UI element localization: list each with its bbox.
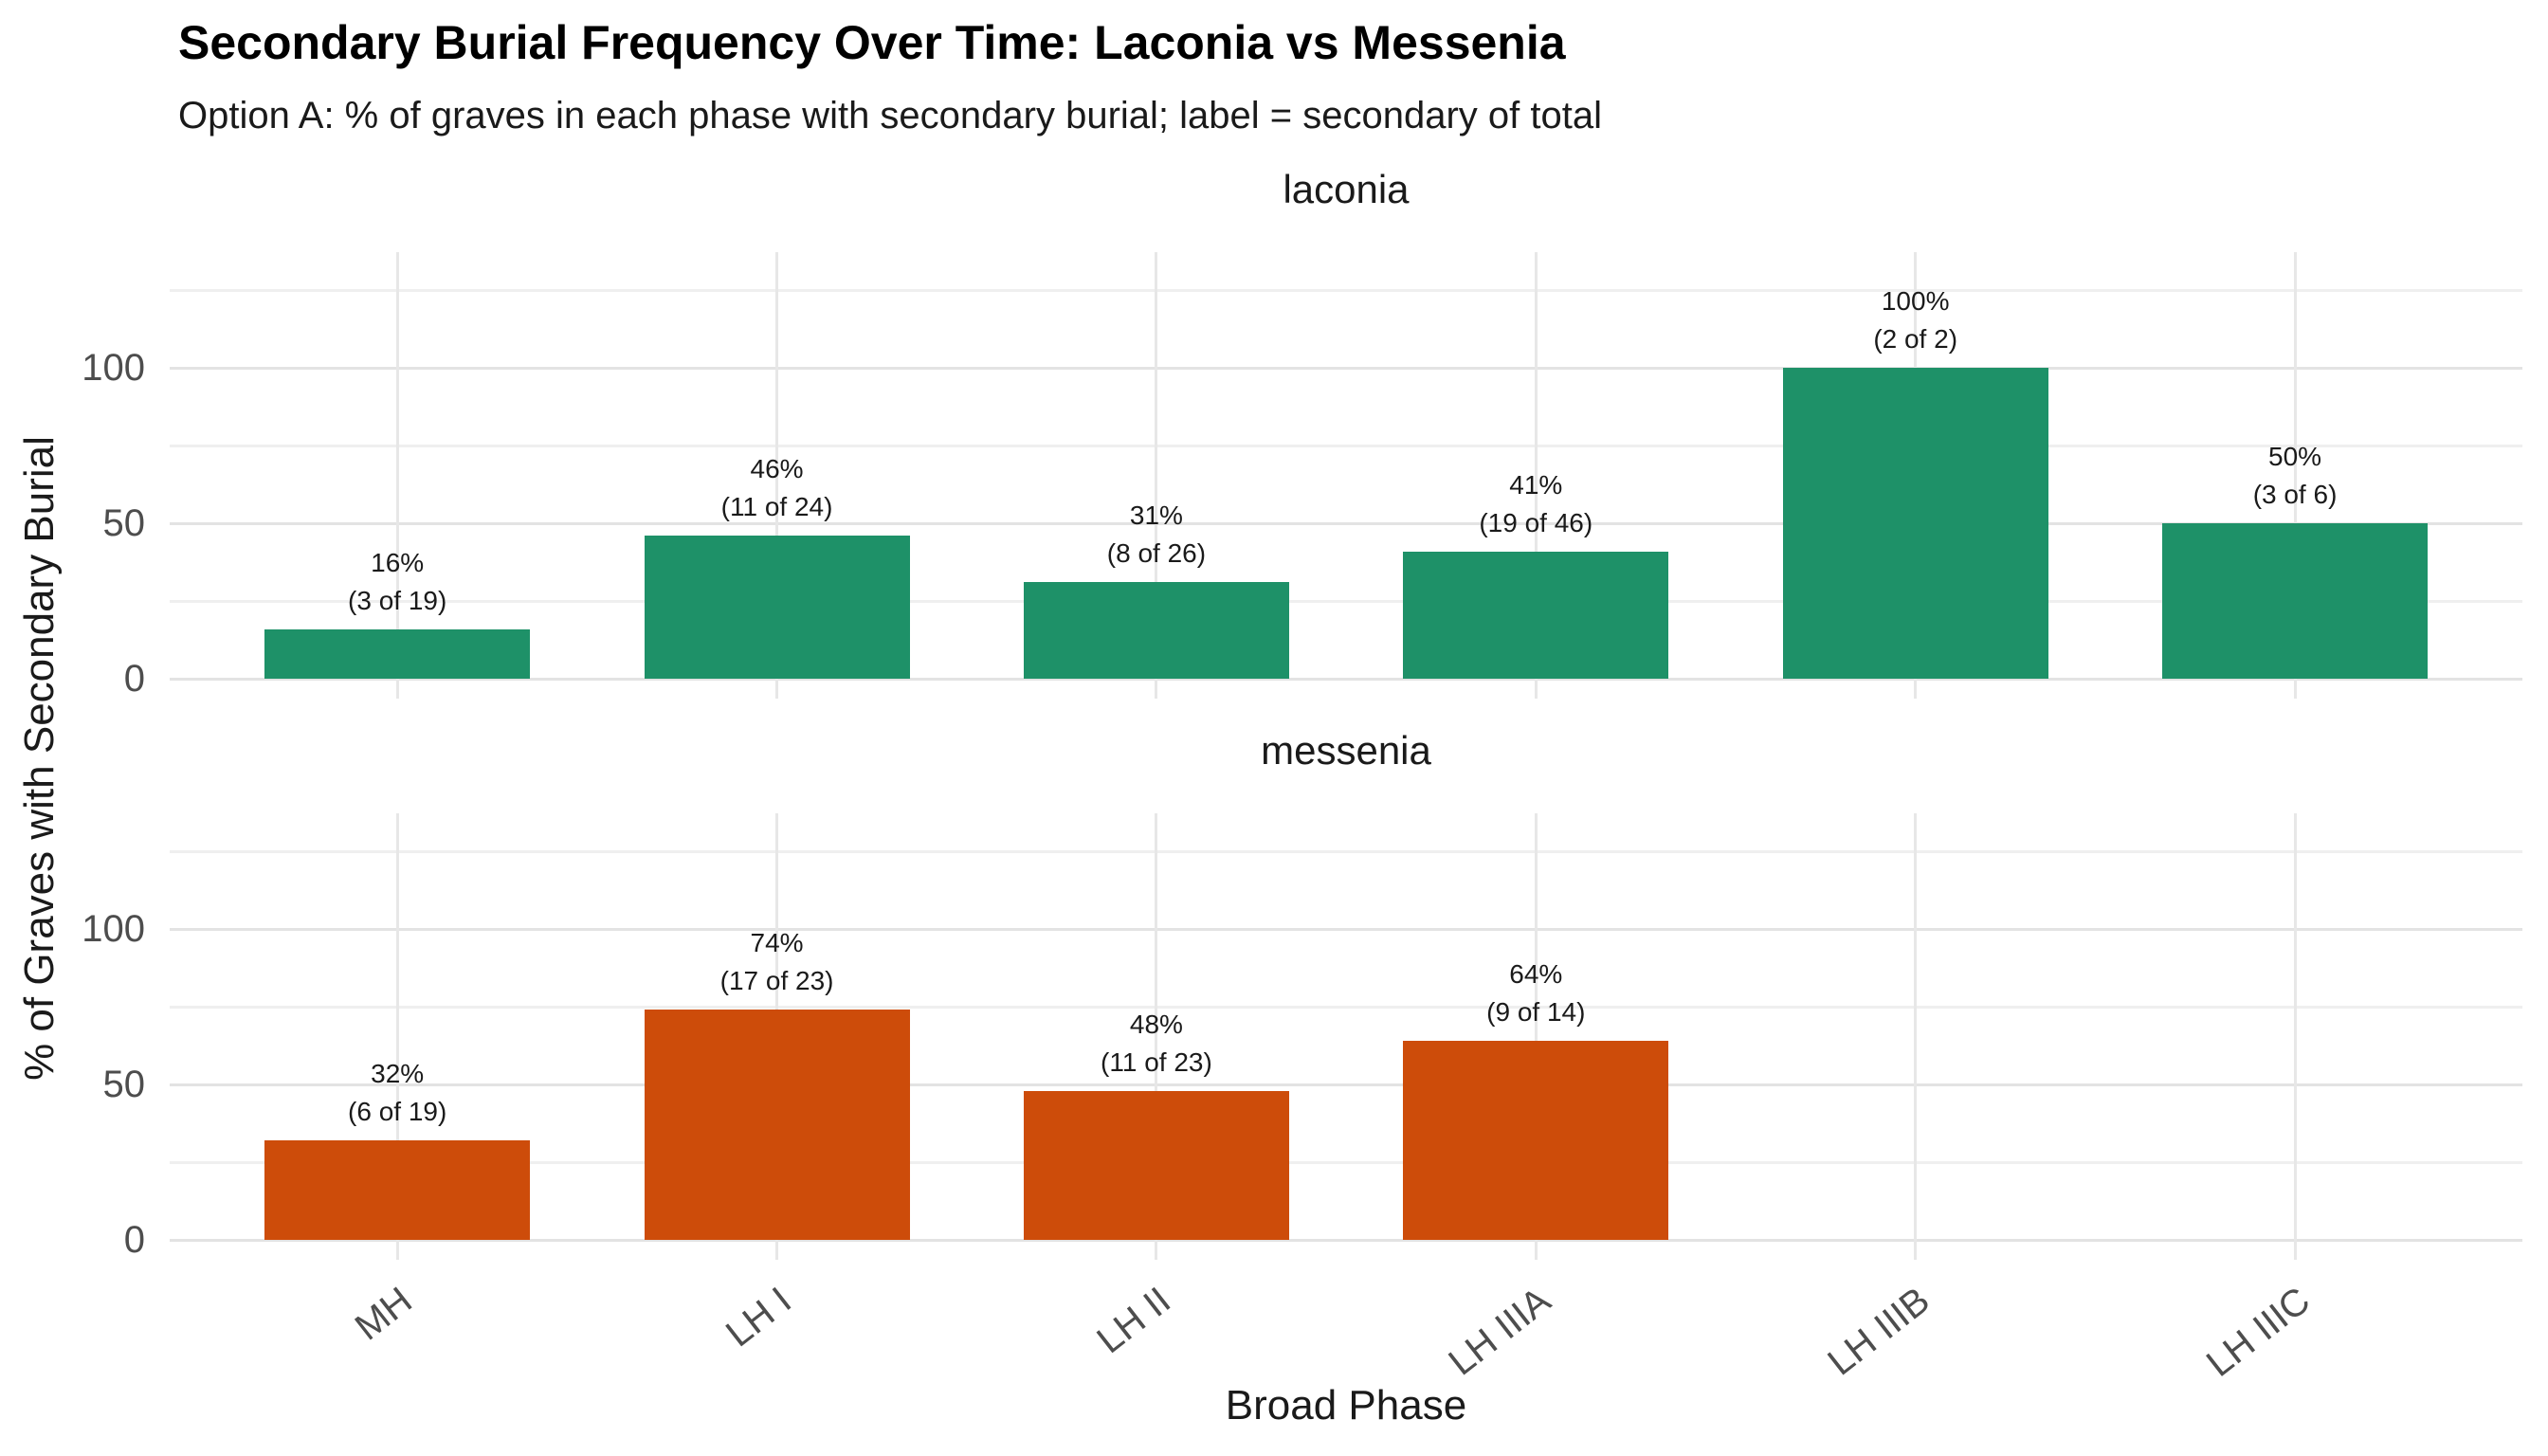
bar-label-laconia-lh-iiic: 50% (3 of 6) bbox=[2105, 438, 2484, 514]
gridline-major-y100 bbox=[170, 927, 2522, 931]
x-tick-label-lh-iiic: LH IIIC bbox=[2198, 1279, 2318, 1385]
facet-strip-label-laconia: laconia bbox=[1283, 167, 1410, 211]
y-tick-label-laconia-100: 100 bbox=[82, 347, 145, 389]
bar-label-percent: 16% bbox=[371, 547, 425, 577]
gridline-minor-y25 bbox=[170, 1160, 2522, 1164]
gridline-x-lh-i bbox=[775, 252, 779, 699]
bar-label-count: (19 of 46) bbox=[1479, 507, 1593, 537]
bar-label-count: (6 of 19) bbox=[348, 1097, 447, 1127]
bar-laconia-mh bbox=[264, 628, 531, 679]
bar-label-count: (11 of 24) bbox=[720, 492, 833, 522]
bar-label-count: (8 of 26) bbox=[1106, 538, 1207, 569]
bar-label-count: (11 of 23) bbox=[1101, 1046, 1212, 1077]
gridline-minor-y75 bbox=[170, 1005, 2522, 1009]
bar-label-messenia-lh-ii: 48% (11 of 23) bbox=[967, 1006, 1346, 1082]
bar-laconia-lh-i bbox=[644, 536, 910, 679]
x-tick-label-lh-i: LH I bbox=[719, 1279, 800, 1356]
y-tick-label-laconia-0: 0 bbox=[123, 658, 145, 700]
gridline-major-y0 bbox=[170, 677, 2522, 681]
gridline-major-y0 bbox=[170, 1238, 2522, 1242]
bar-label-percent: 64% bbox=[1509, 959, 1563, 990]
bar-label-percent: 74% bbox=[750, 928, 804, 958]
x-tick-label-mh: MH bbox=[347, 1279, 420, 1349]
bar-laconia-lh-iiib bbox=[1782, 368, 2048, 679]
bar-label-count: (9 of 14) bbox=[1486, 997, 1586, 1028]
bar-label-count: (2 of 2) bbox=[1873, 324, 1958, 354]
x-axis-title: Broad Phase bbox=[1225, 1382, 1467, 1429]
gridline-major-y50 bbox=[170, 521, 2522, 525]
bar-label-count: (17 of 23) bbox=[719, 966, 834, 996]
bar-laconia-lh-ii bbox=[1023, 582, 1289, 679]
gridline-major-y50 bbox=[170, 1083, 2522, 1086]
gridline-major-y100 bbox=[170, 366, 2522, 370]
bar-messenia-lh-ii bbox=[1023, 1090, 1289, 1240]
gridline-x-lh-ii bbox=[1155, 813, 1158, 1260]
gridline-minor-y25 bbox=[170, 599, 2522, 603]
gridline-x-lh-iiia bbox=[1534, 252, 1538, 699]
bar-label-percent: 50% bbox=[2268, 442, 2322, 471]
gridline-x-lh-iiic bbox=[2293, 252, 2297, 699]
bar-label-percent: 31% bbox=[1129, 500, 1183, 531]
gridline-x-lh-ii bbox=[1155, 252, 1158, 699]
chart-title: Secondary Burial Frequency Over Time: La… bbox=[178, 16, 1566, 69]
chart-subtitle: Option A: % of graves in each phase with… bbox=[178, 95, 1602, 136]
bar-label-messenia-mh: 32% (6 of 19) bbox=[208, 1055, 587, 1131]
gridline-x-lh-iiic bbox=[2293, 813, 2297, 1260]
y-tick-label-messenia-50: 50 bbox=[102, 1064, 146, 1105]
facet-strip-label-messenia: messenia bbox=[1261, 728, 1431, 773]
panel-messenia: 32% (6 of 19) 74% (17 of 23) 48% (11 of 23) 64… bbox=[170, 813, 2522, 1260]
x-tick-label-lh-iiia: LH IIIA bbox=[1441, 1279, 1558, 1384]
gridline-minor-y125 bbox=[170, 849, 2522, 853]
bar-label-laconia-lh-ii: 31% (8 of 26) bbox=[967, 497, 1346, 573]
bar-label-percent: 46% bbox=[750, 454, 804, 484]
bar-label-count: (3 of 19) bbox=[348, 585, 447, 615]
bar-label-percent: 48% bbox=[1129, 1009, 1183, 1039]
bar-label-laconia-mh: 16% (3 of 19) bbox=[208, 544, 587, 620]
bar-label-laconia-lh-i: 46% (11 of 24) bbox=[588, 450, 967, 526]
bar-label-count: (3 of 6) bbox=[2252, 480, 2338, 509]
bar-messenia-lh-iiia bbox=[1403, 1041, 1669, 1240]
bar-label-percent: 32% bbox=[371, 1059, 425, 1089]
bar-messenia-lh-i bbox=[644, 1010, 910, 1240]
bar-messenia-mh bbox=[264, 1140, 531, 1240]
gridline-x-mh bbox=[395, 252, 399, 699]
bar-label-messenia-lh-i: 74% (17 of 23) bbox=[588, 924, 967, 1000]
bar-label-laconia-lh-iiia: 41% (19 of 46) bbox=[1346, 466, 1725, 542]
bar-laconia-lh-iiia bbox=[1403, 551, 1669, 679]
gridline-x-lh-iiia bbox=[1534, 813, 1538, 1260]
x-tick-label-lh-iiib: LH IIIB bbox=[1820, 1279, 1938, 1384]
x-tick-label-lh-ii: LH II bbox=[1089, 1279, 1179, 1362]
bar-label-percent: 100% bbox=[1881, 286, 1950, 316]
bar-laconia-lh-iiic bbox=[2162, 523, 2429, 679]
panel-laconia: 16% (3 of 19) 46% (11 of 24) 31% (8 of 26) 41%… bbox=[170, 252, 2522, 699]
gridline-x-lh-iiib bbox=[1914, 813, 1918, 1260]
y-tick-label-laconia-50: 50 bbox=[102, 502, 146, 544]
y-tick-label-messenia-100: 100 bbox=[82, 908, 145, 950]
gridline-minor-y125 bbox=[170, 288, 2522, 292]
gridline-x-mh bbox=[395, 813, 399, 1260]
bar-label-messenia-lh-iiia: 64% (9 of 14) bbox=[1346, 956, 1725, 1031]
gridline-minor-y75 bbox=[170, 444, 2522, 447]
y-tick-label-messenia-0: 0 bbox=[123, 1219, 145, 1261]
bar-label-percent: 41% bbox=[1509, 469, 1563, 500]
bar-label-laconia-lh-iiib: 100% (2 of 2) bbox=[1726, 282, 2105, 358]
